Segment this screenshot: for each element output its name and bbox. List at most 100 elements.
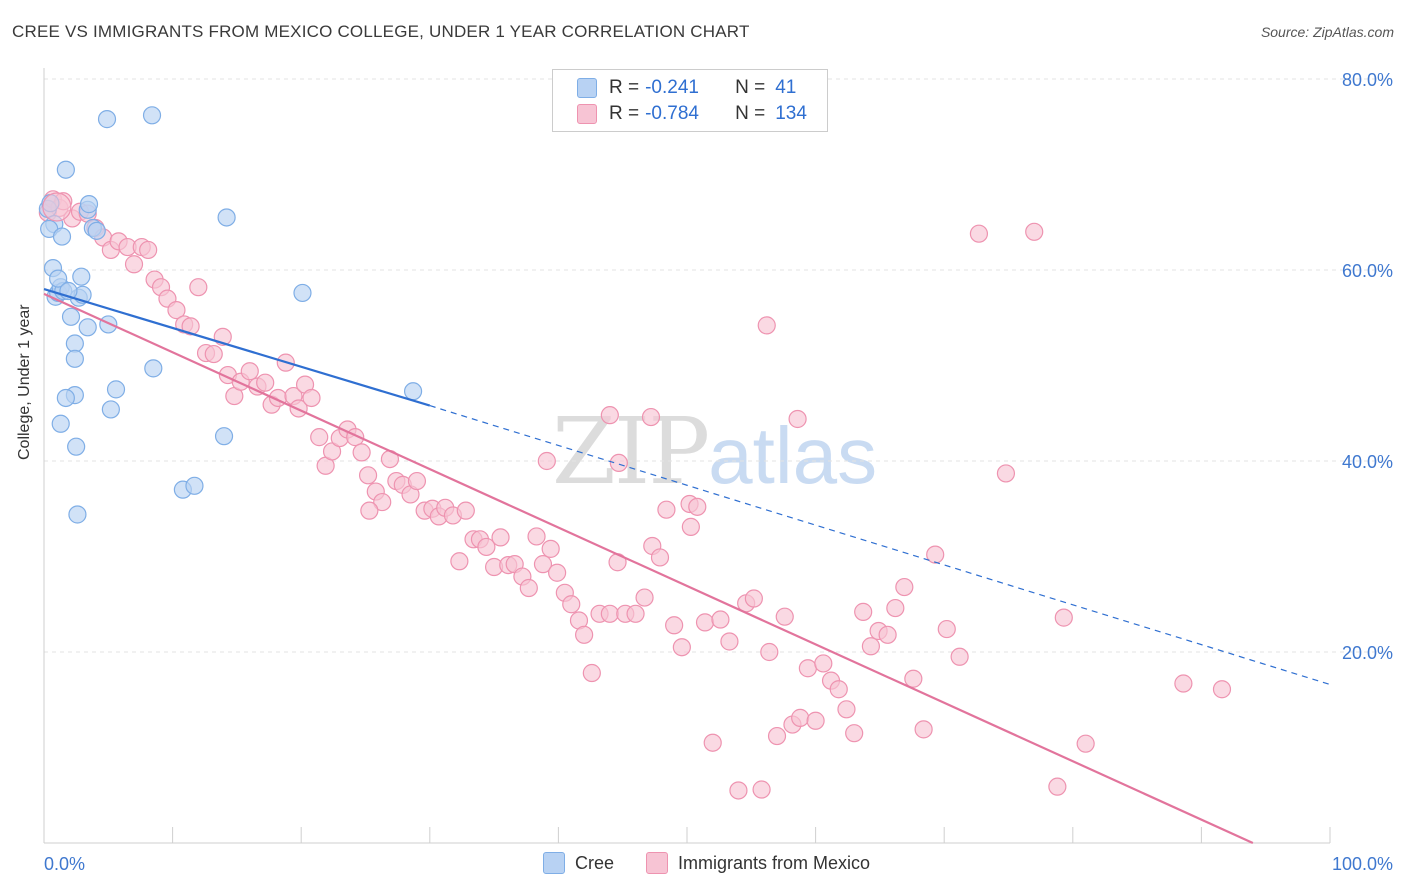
bottom-legend-label-cree: Cree	[575, 852, 615, 873]
chart-title: CREE VS IMMIGRANTS FROM MEXICO COLLEGE, …	[12, 22, 750, 41]
y-tick-label: 80.0%	[1342, 70, 1393, 90]
cree-point	[142, 106, 162, 125]
y-tick-label: 20.0%	[1342, 643, 1393, 663]
mexico-point	[256, 373, 275, 392]
mexico-point	[1048, 777, 1067, 796]
mexico-point	[124, 255, 144, 274]
mexico-point	[352, 443, 371, 462]
legend-mexico-n: 134	[775, 103, 807, 124]
mexico-point	[798, 659, 817, 678]
mexico-point	[519, 578, 538, 598]
cree-point	[52, 227, 72, 246]
cree-point	[65, 334, 84, 353]
cree-point	[185, 476, 204, 495]
mexico-point	[837, 700, 856, 719]
legend-row-mexico: R = -0.784 N = 134	[577, 102, 807, 126]
cree-point	[99, 315, 118, 334]
source-label: Source: ZipAtlas.com	[1260, 24, 1394, 40]
cree-point	[403, 382, 423, 401]
legend-row-cree: R = -0.241 N = 41	[577, 76, 796, 100]
mexico-point	[360, 501, 379, 520]
mexico-point	[703, 733, 722, 752]
legend-mexico-r: -0.784	[645, 103, 699, 124]
cree-point	[214, 427, 234, 446]
mexico-point	[926, 545, 945, 564]
mexico-point	[650, 548, 670, 567]
mexico-point	[814, 654, 833, 673]
cree-point	[65, 349, 84, 368]
mexico-point	[358, 466, 378, 485]
mexico-point	[527, 527, 546, 546]
mexico-point	[609, 453, 628, 473]
cree-point	[51, 414, 70, 433]
mexico-point	[167, 301, 186, 320]
mexico-point	[204, 344, 223, 364]
mexico-point	[600, 406, 619, 425]
mexico-point	[854, 602, 873, 621]
mexico-point	[806, 711, 825, 730]
mexico-point	[914, 720, 933, 739]
mexico-point	[760, 642, 779, 662]
mexico-point	[1025, 222, 1044, 241]
cree-trend-line	[43, 288, 431, 407]
mexico-point	[878, 625, 897, 644]
cree-point	[217, 208, 236, 227]
cree-point	[144, 359, 163, 378]
correlation-legend: R = -0.241 N = 41 R = -0.784 N = 134	[552, 69, 828, 132]
mexico-point	[42, 192, 72, 222]
mexico-point	[695, 613, 715, 632]
cree-point	[67, 437, 86, 456]
mexico-point	[1054, 608, 1073, 627]
mexico-point	[407, 471, 427, 491]
mexico-point	[788, 409, 807, 429]
bottom-legend-mexico: Immigrants from Mexico	[646, 852, 870, 874]
mexico-point	[729, 781, 748, 800]
y-tick-label: 40.0%	[1342, 452, 1393, 472]
mexico-point	[240, 362, 259, 381]
cree-point	[72, 267, 91, 286]
cree-trend-extension	[429, 405, 1331, 686]
bottom-legend-swatch-cree	[543, 852, 565, 874]
mexico-point	[996, 464, 1016, 483]
cree-point	[61, 307, 81, 326]
legend-n-label: N =	[735, 103, 766, 124]
cree-point	[78, 318, 97, 337]
mexico-point	[1212, 680, 1232, 699]
legend-r-label: R =	[609, 77, 640, 98]
cree-point	[56, 388, 75, 408]
mexico-point	[1174, 674, 1193, 693]
mexico-point	[861, 637, 880, 656]
cree-point	[87, 221, 106, 240]
mexico-point	[950, 647, 969, 666]
bottom-legend-cree: Cree	[543, 852, 614, 874]
mexico-point	[720, 632, 739, 651]
mexico-point	[373, 492, 392, 512]
x-tick-label: 0.0%	[44, 854, 85, 874]
mexico-point	[537, 451, 556, 471]
mexico-point	[688, 497, 707, 516]
cree-point	[293, 283, 312, 303]
mexico-point	[767, 726, 787, 746]
mexico-point	[744, 589, 763, 608]
mexico-point	[657, 500, 676, 519]
mexico-point	[310, 428, 329, 447]
mexico-point	[548, 563, 567, 582]
cree-point	[56, 160, 75, 179]
mexico-point	[541, 539, 560, 558]
mexico-point	[139, 240, 158, 260]
mexico-point	[322, 442, 342, 461]
mexico-point	[937, 619, 956, 639]
mexico-point	[665, 616, 684, 635]
mexico-point	[672, 638, 691, 657]
mexico-point	[886, 598, 905, 618]
x-tick-label: 100.0%	[1332, 854, 1393, 874]
cree-point	[106, 380, 126, 399]
legend-swatch-cree	[577, 78, 597, 98]
mexico-point	[829, 680, 848, 699]
mexico-point	[575, 625, 594, 644]
mexico-point	[562, 595, 581, 614]
mexico-point	[189, 278, 208, 297]
legend-cree-r: -0.241	[645, 77, 699, 98]
cree-point	[49, 269, 68, 288]
mexico-point	[895, 577, 914, 597]
